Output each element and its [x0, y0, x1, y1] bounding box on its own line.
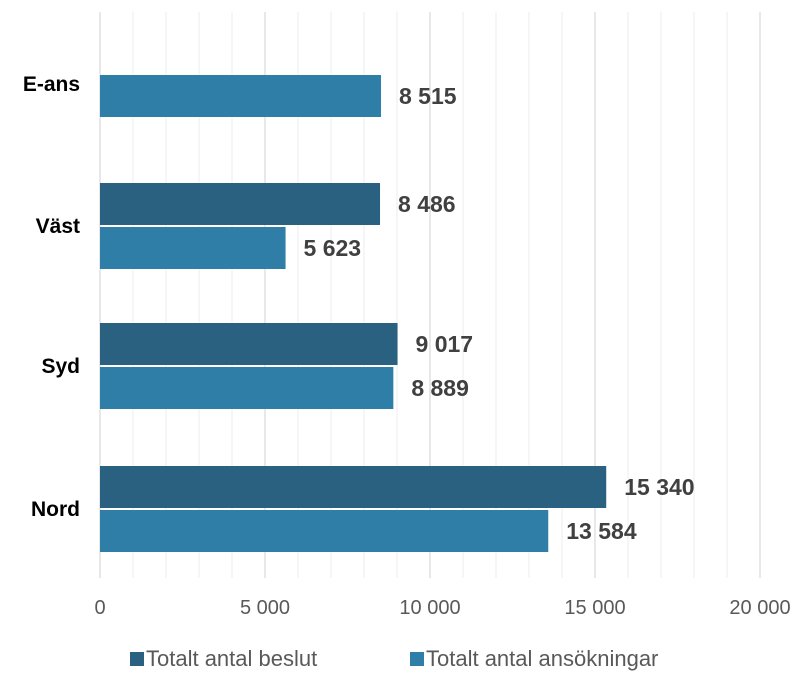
value-label: 8 486: [398, 191, 456, 217]
x-tick-label: 15 000: [564, 597, 625, 619]
bars: [100, 75, 607, 552]
x-tick-label: 20 000: [729, 597, 790, 619]
category-label: Väst: [36, 215, 80, 238]
bar-nord-beslut: [100, 466, 607, 508]
x-axis: 0 5 000 10 000 15 000 20 000: [94, 597, 790, 619]
bar-v-st-beslut: [100, 183, 381, 225]
value-label: 13 584: [566, 518, 637, 544]
legend-label: Totalt antal ansökningar: [426, 646, 658, 671]
bar-nord-ansokningar: [100, 510, 549, 552]
value-label: 5 623: [304, 235, 362, 261]
legend-swatch: [130, 652, 144, 666]
x-tick-label: 10 000: [399, 597, 460, 619]
value-label: 9 017: [416, 331, 474, 357]
value-label: 15 340: [624, 474, 694, 500]
value-label: 8 889: [411, 375, 469, 401]
bar-syd-beslut: [100, 323, 398, 365]
value-label: 8 515: [399, 83, 457, 109]
value-labels: 8 515 8 486 5 623 9 017 8 889 15 340 13 584: [304, 83, 695, 544]
category-label: Syd: [41, 355, 80, 378]
legend-label: Totalt antal beslut: [146, 646, 317, 671]
bar-v-st-ansokningar: [100, 227, 286, 269]
category-label: Nord: [31, 498, 80, 521]
legend-swatch: [410, 652, 424, 666]
bar-syd-ansokningar: [100, 367, 394, 409]
x-tick-label: 5 000: [240, 597, 290, 619]
bar-e-ans-ansokningar: [100, 75, 381, 117]
category-labels: E-ans Väst Syd Nord: [23, 73, 80, 521]
category-label: E-ans: [23, 73, 80, 96]
x-tick-label: 0: [94, 597, 105, 619]
legend: Totalt antal beslut Totalt antal ansöknin…: [130, 646, 658, 671]
